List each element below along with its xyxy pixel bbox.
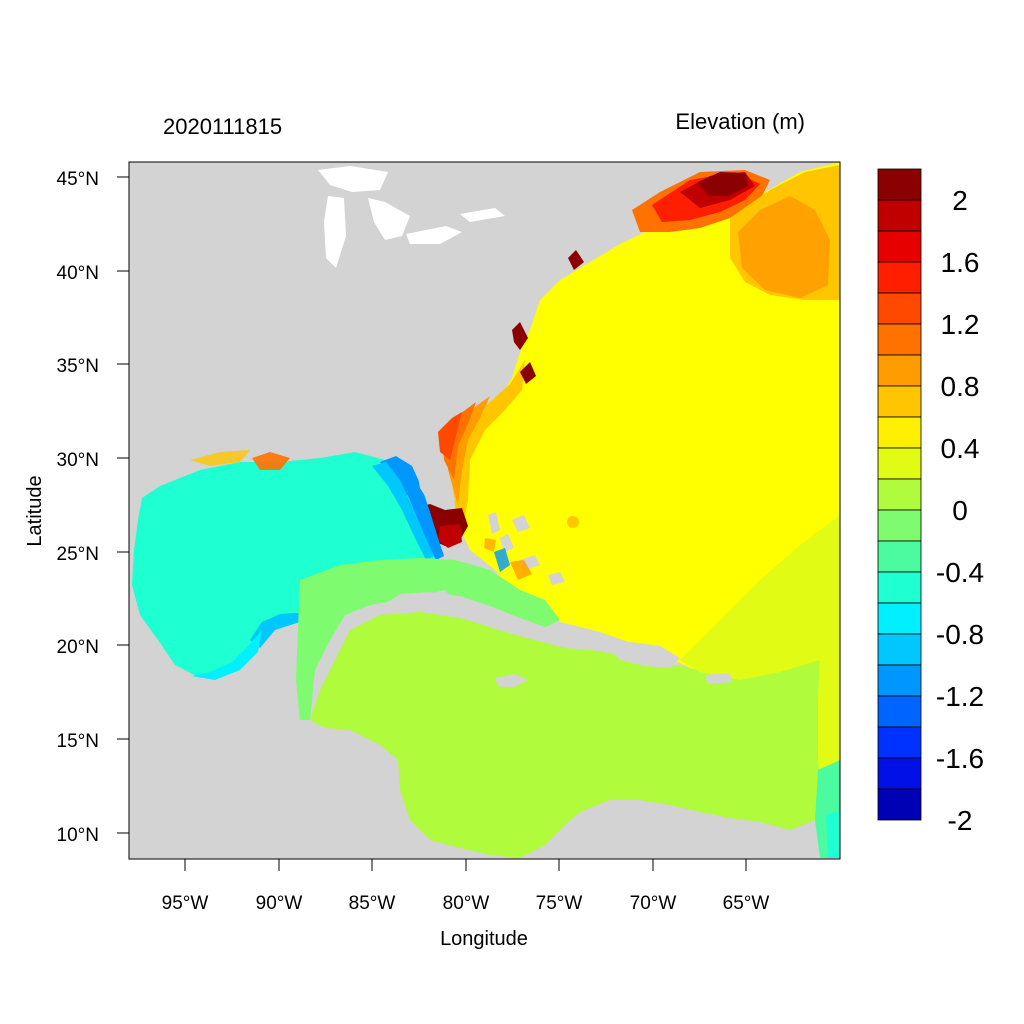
colorbar-swatch — [877, 757, 922, 790]
y-tick-label: 35°N — [57, 356, 99, 377]
colorbar-label: -2 — [948, 805, 973, 836]
colorbar-swatch — [877, 447, 922, 480]
colorbar-label: -0.8 — [936, 619, 984, 650]
colorbar-swatch — [877, 416, 922, 449]
map-frame — [128, 161, 841, 860]
y-tick-label: 20°N — [57, 637, 99, 658]
caribbean-sea — [310, 612, 832, 858]
variable-title: Elevation (m) — [675, 109, 805, 134]
y-tick-label: 30°N — [57, 450, 99, 471]
colorbar-label: 1.2 — [941, 309, 980, 340]
x-tick-label: 65°W — [723, 893, 770, 914]
atlantic-ocean — [458, 162, 840, 690]
colorbar-label: -1.2 — [936, 681, 984, 712]
x-tick-label: 95°W — [162, 893, 209, 914]
x-tick-label: 90°W — [256, 893, 303, 914]
se-coast-surge — [450, 360, 525, 530]
colorbar-label: 0.8 — [941, 371, 980, 402]
colorbar-labels: 2 1.6 1.2 0.8 0.4 0 -0.4 -0.8 -1.2 -1.6 -2 — [936, 185, 984, 836]
colorbar-swatch — [877, 540, 922, 573]
gulf-of-mexico — [132, 452, 440, 678]
south-america-land — [520, 804, 820, 858]
colorbar-swatch — [877, 695, 922, 728]
y-tick-labels: 45°N 40°N 35°N 30°N 25°N 20°N 15°N 10°N — [57, 169, 99, 846]
colorbar-swatch — [877, 354, 922, 387]
y-tick-label: 10°N — [57, 825, 99, 846]
x-tick-label: 75°W — [536, 893, 583, 914]
colorbar-label: -1.6 — [936, 743, 984, 774]
colorbar-label: 0 — [952, 495, 968, 526]
atlantic-south — [680, 515, 840, 680]
colorbar-swatch — [877, 509, 922, 542]
colorbar-swatch — [877, 571, 922, 604]
colorbar-label: 2 — [952, 185, 968, 216]
colorbar-swatch — [877, 602, 922, 635]
colorbar-label: 1.6 — [941, 247, 980, 278]
colorbar-swatch — [877, 230, 922, 263]
colorbar-swatch — [877, 168, 922, 201]
colorbar-label: -0.4 — [936, 557, 984, 588]
cuba-island — [385, 592, 595, 650]
jamaica-island — [495, 674, 528, 688]
colorbar-swatch — [877, 199, 922, 232]
y-tick-label: 15°N — [57, 731, 99, 752]
map-area — [129, 162, 840, 859]
colorbar — [877, 168, 922, 821]
colorbar-swatch — [877, 664, 922, 697]
y-tick-label: 25°N — [57, 544, 99, 565]
x-tick-label: 85°W — [349, 893, 396, 914]
x-tick-label: 70°W — [630, 893, 677, 914]
colorbar-label: 0.4 — [941, 433, 980, 464]
x-tick-labels: 95°W 90°W 85°W 80°W 75°W 70°W 65°W — [162, 893, 770, 914]
colorbar-swatch — [877, 478, 922, 511]
timestamp-label: 2020111815 — [163, 114, 282, 139]
x-tick-label: 80°W — [443, 893, 490, 914]
bahamas-islands — [488, 512, 565, 585]
great-lakes — [318, 166, 505, 268]
colorbar-swatch — [877, 633, 922, 666]
y-axis-label: Latitude — [24, 475, 46, 546]
colorbar-swatch — [877, 292, 922, 325]
y-tick-label: 45°N — [57, 169, 99, 190]
colorbar-swatch — [877, 323, 922, 356]
x-axis — [184, 859, 747, 871]
y-axis — [117, 176, 129, 834]
florida-peninsula — [415, 456, 455, 508]
y-tick-label: 40°N — [57, 263, 99, 284]
colorbar-swatch — [877, 385, 922, 418]
hispaniola-island — [608, 642, 680, 668]
colorbar-swatch — [877, 261, 922, 294]
colorbar-swatch — [877, 788, 922, 821]
caribbean-north — [296, 558, 560, 720]
colorbar-swatch — [877, 726, 922, 759]
x-axis-label: Longitude — [440, 928, 528, 950]
